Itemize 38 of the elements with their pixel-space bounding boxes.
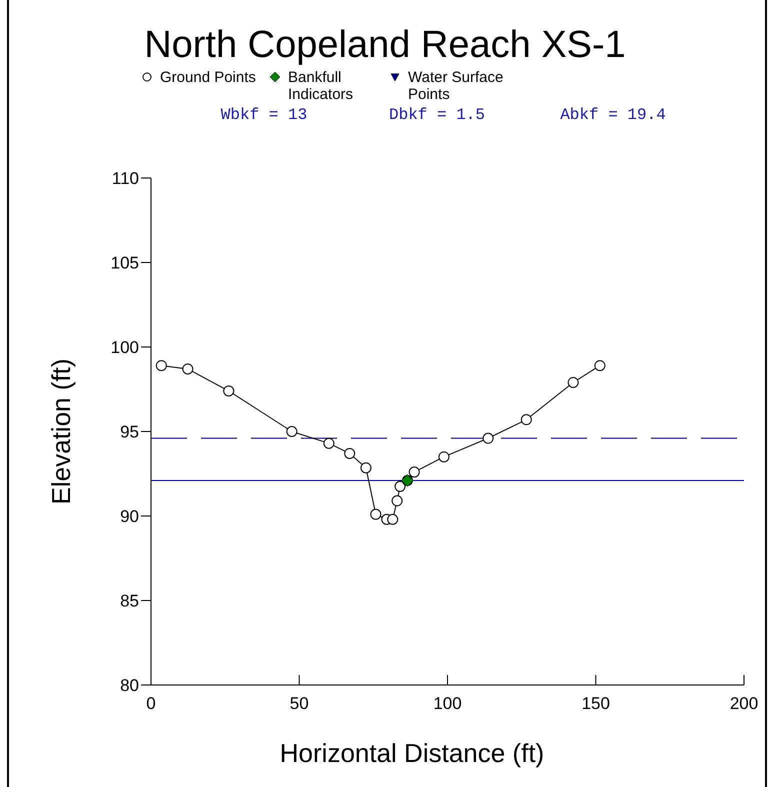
chart-title: North Copeland Reach XS-1 [144, 24, 626, 66]
point [370, 508, 382, 520]
legend-label: Water Surface Points [408, 69, 504, 103]
point [520, 414, 532, 426]
y-axis-title: Elevation (ft) [46, 358, 76, 504]
y-tick-label: 100 [110, 338, 139, 357]
text: Dbkf = 1.5 [388, 106, 486, 124]
point [392, 495, 403, 506]
point [387, 514, 398, 525]
y-tick-label: 80 [120, 676, 139, 695]
point [344, 448, 356, 459]
point [223, 385, 234, 396]
point [156, 360, 167, 372]
point [286, 426, 298, 437]
x-axis-title: Horizontal Distance (ft) [280, 738, 544, 768]
text: Wbkf = 13 [220, 106, 308, 124]
x-tick-label: 100 [433, 694, 462, 713]
x-tick-label: 150 [582, 694, 610, 713]
y-tick-label: 95 [120, 422, 139, 442]
point [394, 480, 406, 492]
y-tick-label: 110 [112, 169, 139, 188]
y-tick-label: 105 [110, 254, 139, 272]
point [182, 363, 194, 374]
legend-label: Bankfull Indicators [288, 69, 354, 103]
x-tick-label: 50 [290, 694, 309, 713]
point [482, 432, 494, 444]
point [568, 376, 579, 388]
text: Abkf = 19.4 [560, 106, 666, 124]
y-tick-label: 85 [120, 592, 139, 610]
x-tick-label: 0 [146, 694, 156, 713]
legend-label: Ground Points [160, 69, 256, 86]
y-tick-label: 90 [120, 507, 139, 526]
point [438, 451, 450, 462]
point [408, 466, 420, 478]
point [594, 360, 606, 372]
point [360, 462, 372, 474]
x-tick-label: 200 [730, 694, 758, 713]
point [323, 438, 334, 449]
